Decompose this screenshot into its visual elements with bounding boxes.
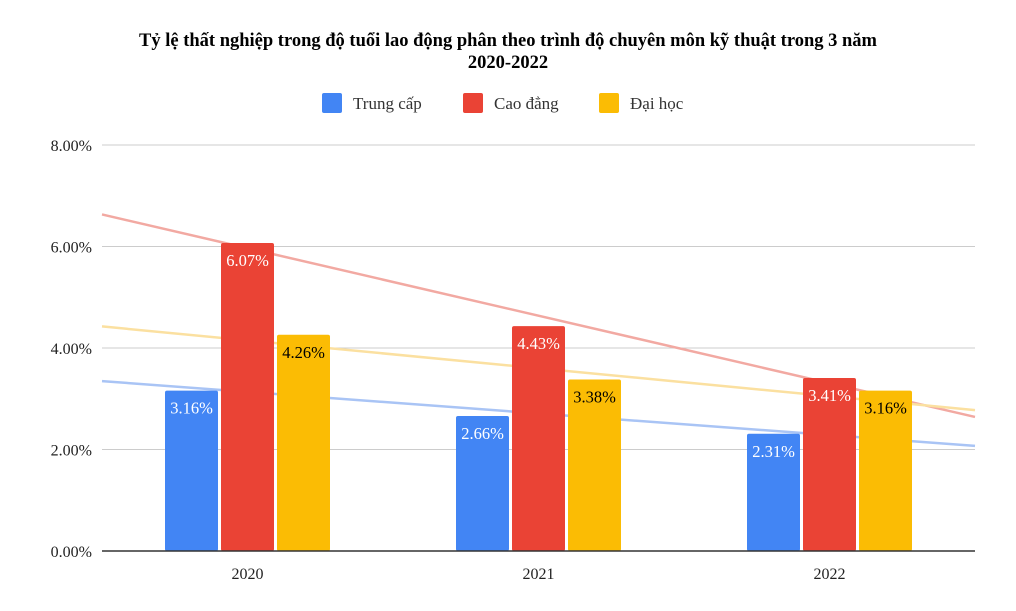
bar-2-2021 <box>512 326 565 551</box>
legend-label-dai-hoc: Đại học <box>630 94 684 113</box>
bar-1-2022 <box>747 433 800 551</box>
y-tick-label: 2.00% <box>51 443 92 460</box>
data-label: 3.41% <box>808 386 851 405</box>
y-tick-label: 0.00% <box>51 544 92 561</box>
legend-swatch-trung-cap <box>322 93 342 113</box>
bar-1-2020 <box>165 390 218 551</box>
chart-title-line-1: Tỷ lệ thất nghiệp trong độ tuổi lao động… <box>139 31 878 51</box>
bar-3-2020 <box>277 334 330 551</box>
y-tick-label: 4.00% <box>51 341 92 358</box>
data-label: 2.31% <box>752 442 795 461</box>
bar-3-2021 <box>568 379 621 551</box>
legend-swatch-cao-dang <box>463 93 483 113</box>
x-tick-label: 2021 <box>523 566 555 583</box>
bar-3-2022 <box>859 390 912 551</box>
x-tick-label: 2020 <box>232 566 264 583</box>
bars <box>165 242 912 551</box>
y-tick-label: 8.00% <box>51 138 92 155</box>
data-label: 3.16% <box>170 399 213 418</box>
x-axis: 2020 2021 2022 <box>232 566 846 583</box>
data-label: 4.26% <box>282 343 325 362</box>
y-axis: 0.00% 2.00% 4.00% 6.00% 8.00% <box>51 138 92 561</box>
legend: Trung cấp Cao đẳng Đại học <box>322 93 684 113</box>
data-label: 3.38% <box>573 387 616 406</box>
y-tick-label: 6.00% <box>51 240 92 257</box>
legend-label-cao-dang: Cao đẳng <box>494 94 559 113</box>
data-label: 3.16% <box>864 399 907 418</box>
data-label: 2.66% <box>461 424 504 443</box>
chart-title-line-2: 2020-2022 <box>468 53 548 73</box>
data-label: 4.43% <box>517 334 560 353</box>
bar-2-2020 <box>221 242 274 551</box>
bar-2-2022 <box>803 377 856 551</box>
legend-label-trung-cap: Trung cấp <box>353 94 422 113</box>
legend-swatch-dai-hoc <box>599 93 619 113</box>
data-label: 6.07% <box>226 251 269 270</box>
x-tick-label: 2022 <box>814 566 846 583</box>
data-labels: 3.16% 6.07% 4.26% 2.66% 4.43% 3.38% 2.31% 3.41%… <box>170 251 907 461</box>
bar-1-2021 <box>456 416 509 551</box>
